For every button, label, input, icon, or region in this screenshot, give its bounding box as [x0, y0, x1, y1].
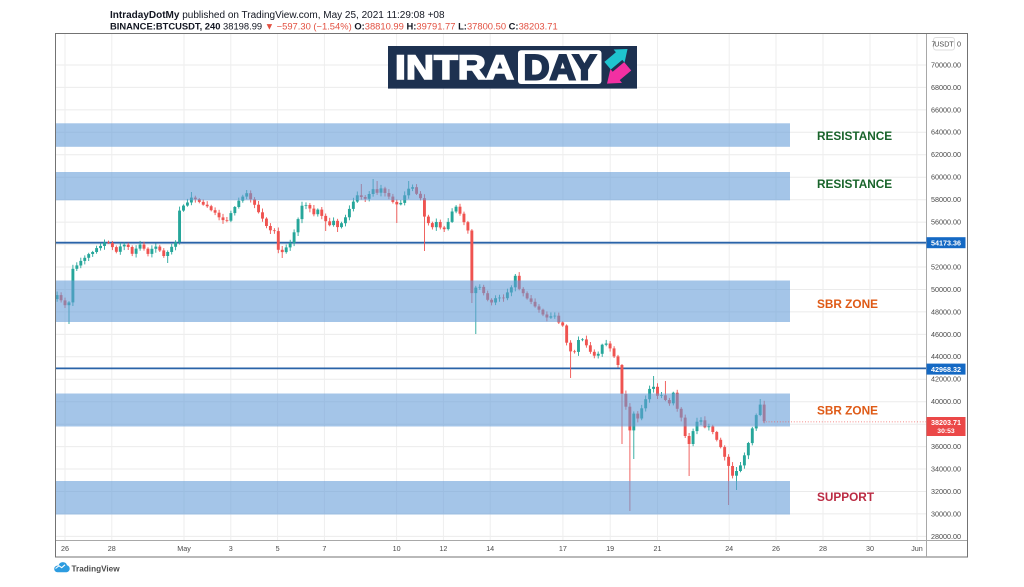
svg-text:7: 7 — [932, 40, 936, 49]
svg-text:46000.00: 46000.00 — [931, 330, 961, 339]
svg-text:17: 17 — [559, 544, 567, 553]
svg-text:21: 21 — [654, 544, 662, 553]
svg-text:50000.00: 50000.00 — [931, 285, 961, 294]
svg-text:RESISTANCE: RESISTANCE — [817, 129, 892, 143]
svg-text:54173.36: 54173.36 — [931, 239, 961, 248]
svg-text:19: 19 — [606, 544, 614, 553]
svg-text:30:53: 30:53 — [937, 428, 955, 435]
svg-text:70000.00: 70000.00 — [931, 60, 961, 69]
svg-text:SBR ZONE: SBR ZONE — [817, 297, 878, 311]
svg-text:7: 7 — [322, 544, 326, 553]
svg-text:30000.00: 30000.00 — [931, 509, 961, 518]
svg-text:56000.00: 56000.00 — [931, 218, 961, 227]
svg-text:May: May — [177, 544, 191, 553]
svg-text:3: 3 — [229, 544, 233, 553]
svg-text:52000.00: 52000.00 — [931, 262, 961, 271]
svg-text:14: 14 — [486, 544, 494, 553]
svg-text:24: 24 — [725, 544, 733, 553]
svg-text:26: 26 — [772, 544, 780, 553]
svg-text:12: 12 — [439, 544, 447, 553]
svg-text:SBR ZONE: SBR ZONE — [817, 404, 878, 418]
svg-text:42000.00: 42000.00 — [931, 375, 961, 384]
svg-text:60000.00: 60000.00 — [931, 173, 961, 182]
svg-text:28: 28 — [108, 544, 116, 553]
svg-text:IntradayDotMy published on Tra: IntradayDotMy published on TradingView.c… — [110, 10, 445, 21]
svg-text:38203.71: 38203.71 — [931, 418, 961, 427]
svg-text:48000.00: 48000.00 — [931, 307, 961, 316]
svg-text:32000.00: 32000.00 — [931, 487, 961, 496]
svg-text:64000.00: 64000.00 — [931, 128, 961, 137]
svg-text:TradingView: TradingView — [72, 564, 121, 573]
svg-text:5: 5 — [276, 544, 280, 553]
svg-text:68000.00: 68000.00 — [931, 83, 961, 92]
svg-text:RESISTANCE: RESISTANCE — [817, 177, 892, 191]
svg-text:36000.00: 36000.00 — [931, 442, 961, 451]
svg-text:66000.00: 66000.00 — [931, 105, 961, 114]
svg-text:Jun: Jun — [911, 544, 923, 553]
svg-text:28000.00: 28000.00 — [931, 532, 961, 541]
svg-text:44000.00: 44000.00 — [931, 352, 961, 361]
svg-text:DAY: DAY — [524, 49, 597, 88]
svg-text:USDT: USDT — [934, 40, 954, 49]
svg-text:58000.00: 58000.00 — [931, 195, 961, 204]
svg-text:28: 28 — [819, 544, 827, 553]
svg-text:62000.00: 62000.00 — [931, 150, 961, 159]
svg-text:INTRA: INTRA — [395, 49, 514, 87]
svg-text:40000.00: 40000.00 — [931, 397, 961, 406]
svg-text:42968.32: 42968.32 — [931, 365, 961, 374]
svg-text:34000.00: 34000.00 — [931, 464, 961, 473]
svg-text:26: 26 — [61, 544, 69, 553]
svg-text:BINANCE:BTCUSDT, 240 38198.99: BINANCE:BTCUSDT, 240 38198.99 ▼ −597.30 … — [110, 20, 558, 31]
svg-text:0: 0 — [957, 40, 961, 49]
svg-text:10: 10 — [393, 544, 401, 553]
svg-text:SUPPORT: SUPPORT — [817, 490, 875, 504]
svg-text:30: 30 — [866, 544, 874, 553]
